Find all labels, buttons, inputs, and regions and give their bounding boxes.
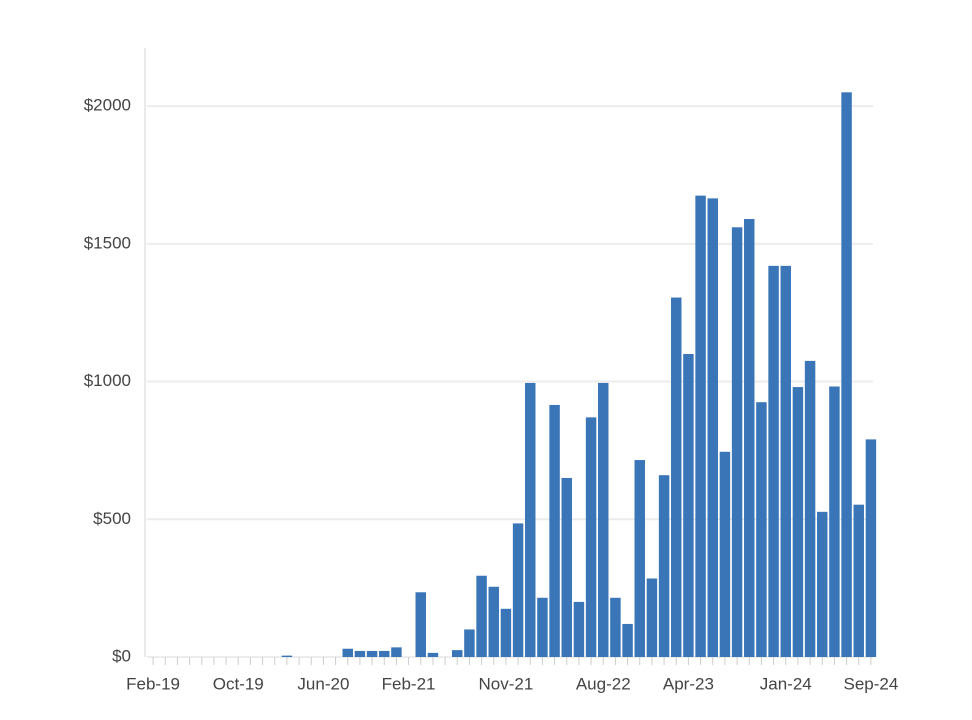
x-tick-label: Feb-19 (126, 674, 180, 693)
bar (646, 578, 658, 657)
y-tick-label: $1500 (84, 233, 131, 252)
bar (780, 265, 791, 657)
bar (622, 623, 633, 657)
x-tick-label: Apr-23 (663, 674, 714, 693)
bar (610, 597, 621, 657)
bar (634, 460, 645, 657)
bar (549, 404, 560, 657)
bar (671, 297, 682, 657)
bar (865, 439, 877, 657)
bar (598, 382, 609, 657)
x-tick-label: Aug-22 (576, 674, 631, 693)
x-tick-label: Feb-21 (382, 674, 436, 693)
bar (695, 195, 706, 657)
y-tick-label: $0 (112, 646, 131, 665)
bar (342, 648, 353, 657)
y-tick-label: $1000 (84, 371, 131, 390)
y-tick-label: $500 (93, 509, 131, 528)
bar (464, 629, 475, 657)
bar (366, 650, 378, 657)
x-tick-label: Jan-24 (760, 674, 812, 693)
x-tick-label: Oct-19 (213, 674, 264, 693)
bar (756, 402, 767, 657)
bar (379, 650, 390, 657)
bar (500, 608, 512, 657)
y-tick-label: $2000 (84, 96, 131, 115)
bar (768, 265, 779, 657)
x-tick-label: Nov-21 (479, 674, 534, 693)
bar (853, 504, 864, 657)
bar (573, 601, 585, 657)
bar (683, 354, 694, 657)
x-tick-label: Jun-20 (297, 674, 349, 693)
bar (731, 227, 743, 658)
bar (804, 360, 816, 657)
bar (537, 597, 548, 657)
bar (744, 219, 755, 657)
bar (719, 451, 731, 657)
bar (354, 650, 366, 657)
bar (817, 511, 828, 657)
bar (391, 647, 402, 657)
bar (561, 477, 572, 657)
bar (415, 592, 426, 657)
bar (525, 382, 536, 657)
bar (427, 652, 439, 657)
bar (792, 387, 804, 657)
bar (281, 655, 293, 657)
bar (488, 586, 499, 657)
bar (707, 198, 718, 658)
bar (476, 575, 487, 657)
bar (658, 475, 670, 657)
bar (452, 650, 463, 657)
bar (841, 92, 852, 658)
bar (512, 523, 524, 657)
bar (585, 417, 597, 657)
bar (829, 386, 840, 657)
x-tick-label: Sep-24 (844, 674, 899, 693)
